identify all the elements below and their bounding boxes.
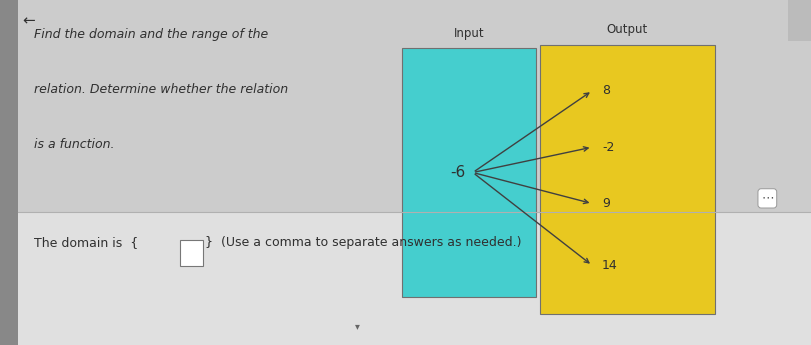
Text: ⋯: ⋯ [760, 192, 773, 205]
Text: 8: 8 [602, 84, 609, 97]
Text: 14: 14 [602, 259, 617, 272]
Text: Find the domain and the range of the: Find the domain and the range of the [34, 28, 268, 41]
Bar [0, 212, 811, 345]
Text: Output: Output [606, 23, 647, 36]
Text: The domain is  {: The domain is { [34, 236, 138, 249]
Text: 9: 9 [602, 197, 609, 210]
Text: ▾: ▾ [354, 321, 359, 331]
Text: }  (Use a comma to separate answers as needed.): } (Use a comma to separate answers as ne… [205, 236, 521, 249]
Text: relation. Determine whether the relation: relation. Determine whether the relation [34, 83, 288, 96]
Text: Input: Input [453, 27, 483, 40]
Text: -2: -2 [602, 141, 614, 154]
Bar [401, 48, 535, 297]
Text: is a function.: is a function. [34, 138, 114, 151]
Bar [787, 0, 811, 41]
Bar [539, 45, 714, 314]
Bar [0, 0, 811, 212]
Text: ←: ← [23, 14, 36, 29]
Text: -6: -6 [450, 165, 466, 180]
Bar [180, 240, 203, 266]
Bar [0, 0, 18, 345]
